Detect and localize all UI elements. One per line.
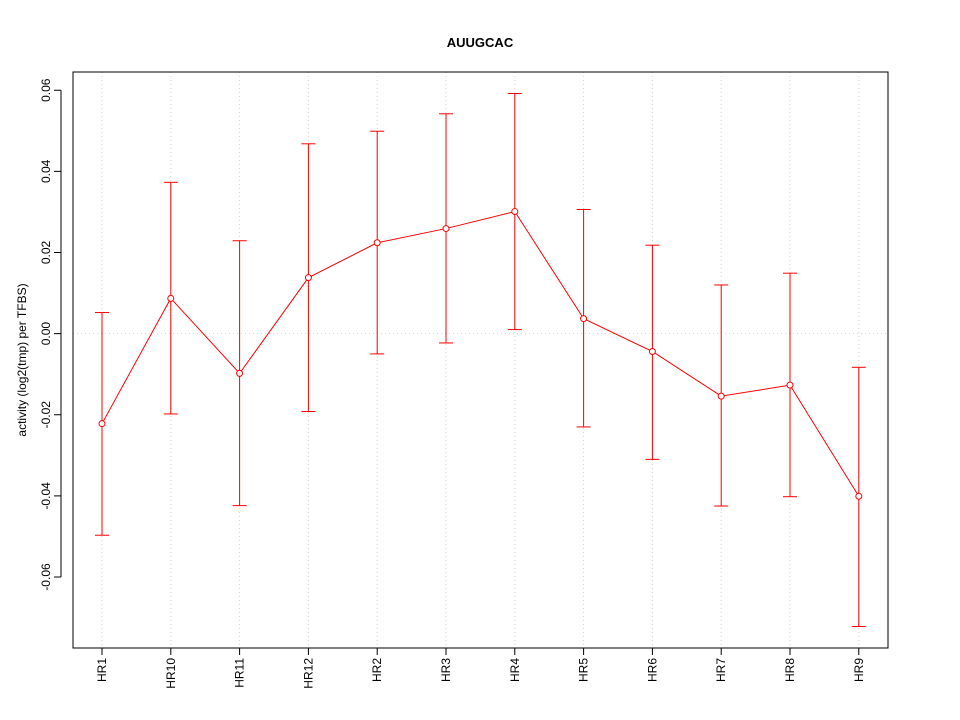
- x-tick-label: HR4: [508, 658, 522, 682]
- x-tick-label: HR6: [645, 658, 659, 682]
- x-tick-label: HR2: [370, 658, 384, 682]
- y-axis-label: activity (log2(tmp) per TFBS): [15, 283, 29, 436]
- plot-frame: [72, 71, 889, 649]
- data-point: [98, 420, 106, 428]
- series-line: [101, 210, 860, 497]
- x-tick-label: HR9: [852, 658, 866, 682]
- x-tick-label: HR3: [439, 658, 453, 682]
- data-point: [648, 347, 656, 355]
- axes: -0.06 -0.04 -0.02 0.00 0.02 0.04 0.06 HR1 HR10 HR…: [39, 78, 866, 688]
- y-tick-label: 0.00: [39, 322, 53, 346]
- x-tick-label: HR8: [783, 658, 797, 682]
- y-tick-label: -0.06: [39, 563, 53, 591]
- y-tick-label: -0.02: [39, 401, 53, 429]
- chart-title: AUUGCAC: [447, 35, 514, 50]
- data-point: [580, 315, 588, 323]
- x-tick-label: HR7: [714, 658, 728, 682]
- data-point: [373, 239, 381, 247]
- data-point: [236, 369, 244, 377]
- data-point: [167, 294, 175, 302]
- x-tick-label: HR12: [301, 658, 315, 689]
- data-point: [855, 492, 863, 500]
- data-point: [786, 381, 794, 389]
- x-tick-label: HR5: [577, 658, 591, 682]
- x-tick-label: HR10: [164, 658, 178, 689]
- data-point: [442, 225, 450, 233]
- data-point: [304, 274, 312, 282]
- grid: [73, 72, 888, 648]
- data-point: [511, 208, 519, 216]
- y-tick-label: 0.04: [39, 159, 53, 183]
- y-tick-label: -0.04: [39, 482, 53, 510]
- data-point: [717, 392, 725, 400]
- y-tick-label: 0.06: [39, 78, 53, 102]
- x-tick-label: HR1: [95, 658, 109, 682]
- x-tick-label: HR11: [233, 658, 247, 688]
- series: [95, 92, 866, 628]
- y-tick-label: 0.02: [39, 241, 53, 265]
